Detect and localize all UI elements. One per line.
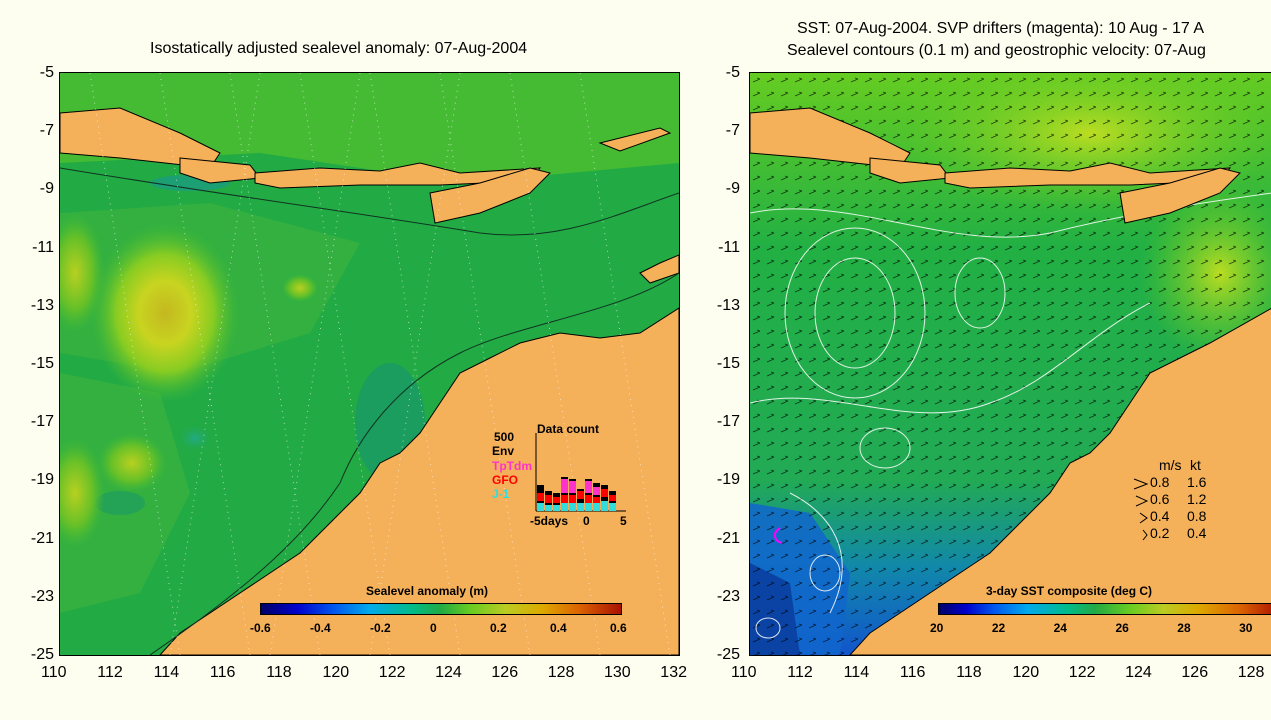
left-x-tick-label: 110: [41, 664, 67, 681]
data-count-max-label: 500: [494, 430, 515, 444]
left-x-tick-label: 118: [266, 664, 292, 681]
sealevel-colorbar-tick-label: -0.2: [370, 621, 391, 635]
sealevel-anomaly-map-image: [60, 73, 679, 655]
data-count-title: Data count: [537, 422, 600, 436]
left-y-tick-label: -23: [30, 587, 54, 605]
velocity-legend-ms: 0.2: [1150, 525, 1170, 541]
left-y-tick-label: -17: [30, 413, 54, 431]
left-y-tick-label: -15: [30, 355, 54, 372]
right-x-tick-label: 120: [1012, 664, 1040, 681]
inset-series-env: Env: [492, 444, 515, 458]
sealevel-colorbar-tick-label: -0.4: [310, 621, 331, 635]
right-map-title-line2: Sealevel contours (0.1 m) and geostrophi…: [787, 42, 1206, 59]
left-x-tick-label: 116: [209, 664, 236, 681]
left-x-tick-label: 130: [604, 664, 631, 681]
right-x-tick-label: 128: [1237, 664, 1265, 681]
right-y-tick-label: -7: [725, 122, 740, 140]
left-x-tick-label: 120: [322, 664, 350, 681]
sst-map: m/s kt 0.8 1.6 0.6 1.2 0.4 0.8 0.2 0.4 3-day SS…: [749, 72, 1271, 656]
right-x-tick-label: 110: [731, 664, 757, 681]
sealevel-colorbar-tick-label: 0: [430, 621, 437, 635]
velocity-arrow-icon: [1135, 494, 1149, 512]
velocity-arrow-icon: [1133, 477, 1149, 495]
inset-series-tptdm: TpTdm: [492, 459, 532, 473]
left-x-tick-label: 132: [660, 664, 687, 681]
left-x-tick-label: 124: [435, 664, 462, 681]
velocity-arrow-icon: [1139, 511, 1149, 529]
sealevel-colorbar-title: Sealevel anomaly (m): [366, 584, 489, 598]
inset-x-mid: 0: [583, 514, 590, 528]
left-y-tick-label: -11: [32, 238, 54, 256]
sealevel-colorbar: [260, 603, 622, 615]
sst-colorbar-tick-label: 26: [1115, 621, 1129, 635]
left-x-tick-label: 114: [153, 664, 180, 681]
velocity-legend-kt: 0.8: [1187, 508, 1207, 524]
right-y-tick-label: -17: [716, 413, 740, 431]
bar-group: [537, 477, 616, 511]
left-x-tick-label: 128: [547, 664, 575, 681]
left-y-tick-label: -9: [39, 180, 54, 198]
velocity-legend-ms: 0.4: [1150, 508, 1170, 524]
right-y-tick-label: -5: [725, 64, 740, 81]
right-x-tick-label: 116: [899, 664, 926, 681]
sst-colorbar-title: 3-day SST composite (deg C): [986, 584, 1153, 598]
inset-series-j1: J-1: [492, 487, 510, 501]
right-x-tick-label: 112: [787, 664, 813, 681]
velocity-legend-header-ms: m/s: [1159, 457, 1182, 473]
velocity-legend-ms: 0.6: [1150, 491, 1170, 507]
right-x-tick-label: 122: [1068, 664, 1096, 681]
inset-x-max: 5: [620, 514, 627, 528]
sst-colorbar-tick-label: 30: [1239, 621, 1253, 635]
sst-map-image: [750, 73, 1271, 655]
right-y-tick-label: -13: [716, 296, 740, 314]
inset-series-gfo: GFO: [492, 473, 518, 487]
velocity-arrow-icon: [1142, 528, 1149, 546]
left-y-tick-label: -19: [30, 471, 54, 489]
right-y-tick-label: -25: [716, 646, 740, 663]
sst-colorbar-tick-label: 28: [1177, 621, 1191, 635]
data-count-bars: [535, 433, 626, 512]
right-y-tick-label: -11: [718, 238, 740, 256]
sealevel-colorbar-tick-label: 0.4: [550, 621, 567, 635]
velocity-legend-header-kt: kt: [1190, 457, 1201, 473]
right-y-tick-label: -23: [716, 587, 740, 605]
right-y-tick-label: -9: [725, 180, 740, 198]
left-y-tick-label: -7: [39, 122, 54, 140]
left-y-tick-label: -21: [30, 529, 54, 547]
left-x-tick-label: 126: [491, 664, 519, 681]
right-x-tick-label: 118: [956, 664, 982, 681]
sealevel-colorbar-tick-label: 0.2: [490, 621, 507, 635]
sst-colorbar-tick-label: 24: [1053, 621, 1067, 635]
right-x-tick-label: 124: [1125, 664, 1152, 681]
sst-colorbar-tick-label: 20: [930, 621, 944, 635]
left-x-tick-label: 112: [97, 664, 123, 681]
velocity-legend-ms: 0.8: [1150, 474, 1170, 490]
left-map-title: Isostatically adjusted sealevel anomaly:…: [150, 40, 528, 57]
sst-colorbar-tick-label: 22: [991, 621, 1006, 635]
right-y-tick-label: -15: [716, 355, 740, 372]
right-x-tick-label: 126: [1181, 664, 1209, 681]
sealevel-colorbar-tick-label: -0.6: [250, 621, 271, 635]
inset-x-min: -5days: [530, 514, 569, 528]
svp-drifter-track: [774, 527, 783, 544]
right-x-tick-label: 114: [843, 664, 870, 681]
left-y-tick-label: -5: [39, 64, 54, 81]
left-y-tick-label: -13: [30, 296, 54, 314]
right-y-tick-label: -19: [716, 471, 740, 489]
right-map-title-line1: SST: 07-Aug-2004. SVP drifters (magenta)…: [797, 20, 1205, 37]
sealevel-colorbar-tick-label: 0.6: [610, 621, 627, 635]
sealevel-anomaly-map: Data count 500 Env TpTdm GFO J-1 -5days …: [59, 72, 680, 656]
sst-colorbar: [938, 603, 1271, 615]
left-y-tick-label: -25: [30, 646, 54, 663]
left-x-tick-label: 122: [378, 664, 406, 681]
velocity-legend-kt: 1.2: [1187, 491, 1207, 507]
right-y-tick-label: -21: [716, 529, 740, 547]
velocity-legend-kt: 0.4: [1187, 525, 1207, 541]
velocity-legend-kt: 1.6: [1187, 474, 1207, 490]
